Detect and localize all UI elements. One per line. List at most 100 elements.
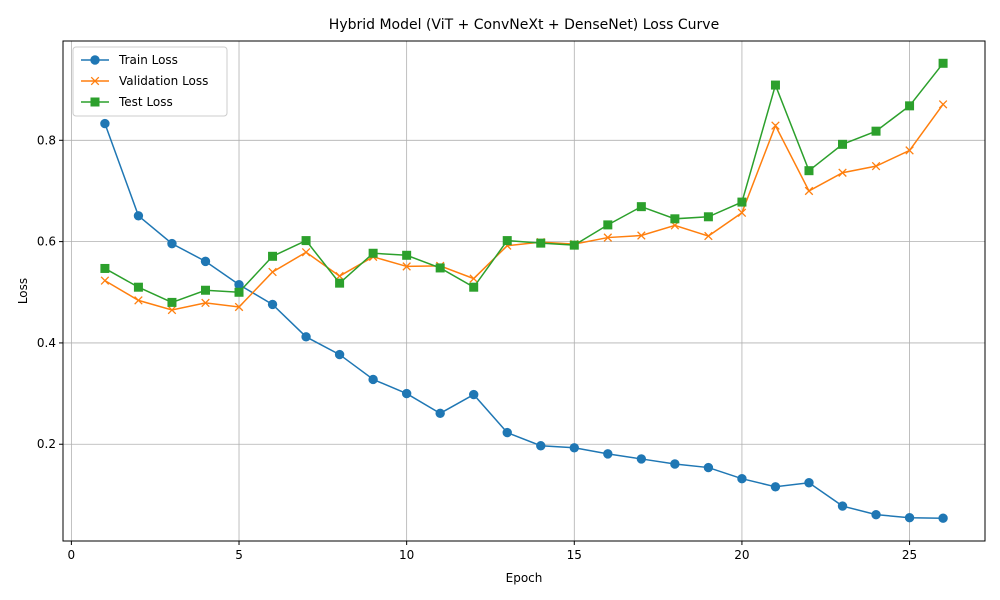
data-point [703, 212, 713, 222]
data-point [871, 509, 881, 520]
data-point [938, 58, 948, 68]
x-axis-label: Epoch [506, 571, 543, 585]
data-point [670, 214, 680, 224]
legend-box [72, 46, 228, 117]
data-point [770, 482, 781, 492]
data-point [804, 478, 814, 488]
series-line [104, 123, 944, 519]
data-point [804, 186, 814, 196]
data-point [603, 233, 613, 242]
legend-label: Validation Loss [119, 74, 208, 88]
data-point [201, 298, 210, 308]
x-tick-label: 20 [734, 548, 749, 562]
data-point [771, 121, 780, 130]
data-point [368, 248, 378, 258]
data-point [167, 238, 177, 249]
data-point [368, 374, 378, 385]
data-point [402, 262, 411, 271]
x-tick-label: 10 [399, 548, 414, 562]
data-point [938, 100, 948, 109]
data-point [334, 349, 345, 360]
data-point [770, 80, 780, 90]
data-point [301, 247, 311, 257]
data-point [234, 302, 244, 312]
series-line [104, 103, 944, 311]
data-point [536, 238, 546, 248]
legend-item: Validation Loss [81, 74, 208, 88]
data-point [100, 118, 110, 129]
y-axis-label: Loss [16, 278, 30, 304]
data-point [636, 454, 647, 464]
data-point [670, 459, 680, 469]
data-point [167, 305, 177, 315]
data-point [335, 278, 345, 288]
y-tick-label: 0.4 [37, 336, 56, 350]
y-tick-label: 0.2 [37, 437, 56, 451]
legend-label: Train Loss [118, 53, 178, 67]
data-point [133, 211, 144, 221]
data-point [904, 512, 915, 523]
y-tick-label: 0.6 [37, 235, 56, 249]
data-point [469, 274, 478, 283]
data-point [301, 332, 311, 342]
legend-item: Test Loss [81, 95, 173, 109]
series-2 [100, 58, 948, 307]
data-point [167, 297, 177, 307]
data-point [402, 250, 412, 260]
data-point [234, 279, 244, 290]
data-point [90, 55, 100, 65]
data-point [200, 285, 210, 295]
data-point [804, 166, 814, 176]
data-point [838, 168, 847, 177]
x-tick-label: 5 [235, 548, 243, 562]
x-tick-label: 0 [68, 548, 76, 562]
chart-title: Hybrid Model (ViT + ConvNeXt + DenseNet)… [329, 17, 719, 33]
data-point [569, 240, 579, 250]
data-point [938, 513, 948, 523]
data-point [301, 236, 311, 246]
data-point [435, 263, 445, 273]
y-tick-label: 0.8 [37, 133, 56, 147]
data-point [603, 449, 613, 459]
data-point [603, 220, 613, 230]
data-point [335, 271, 344, 281]
data-point [234, 287, 244, 297]
data-point [871, 126, 881, 136]
data-point [133, 282, 143, 292]
x-tick-label: 15 [567, 548, 582, 562]
x-tick-label: 25 [902, 548, 917, 562]
data-point [268, 267, 277, 277]
data-point [469, 389, 479, 400]
legend-item: Train Loss [81, 53, 178, 67]
data-point [502, 236, 512, 246]
data-point [435, 408, 445, 419]
data-point [90, 76, 100, 86]
data-point [871, 161, 881, 171]
axis-ticks: 0 5 10 15 20 25 0.2 0.4 0.6 0.8 [37, 133, 917, 562]
series-lines [100, 58, 948, 523]
data-point [200, 256, 211, 267]
data-point [905, 101, 915, 111]
data-point [636, 202, 646, 212]
plot-frame [62, 40, 986, 542]
data-point [134, 296, 143, 305]
data-point [100, 276, 110, 285]
series-0 [100, 118, 948, 523]
data-point [536, 441, 546, 451]
data-point [838, 139, 848, 149]
data-point [469, 282, 479, 292]
data-point [100, 263, 110, 273]
data-point [737, 473, 747, 484]
data-point [637, 231, 646, 240]
data-point [90, 97, 100, 107]
data-point [502, 427, 512, 438]
legend-label: Test Loss [118, 95, 173, 109]
data-point [837, 501, 848, 511]
data-point [905, 146, 914, 155]
data-point [737, 208, 747, 217]
data-point [703, 462, 714, 473]
data-point [569, 443, 579, 453]
data-point [704, 231, 713, 241]
series-1 [100, 100, 948, 315]
